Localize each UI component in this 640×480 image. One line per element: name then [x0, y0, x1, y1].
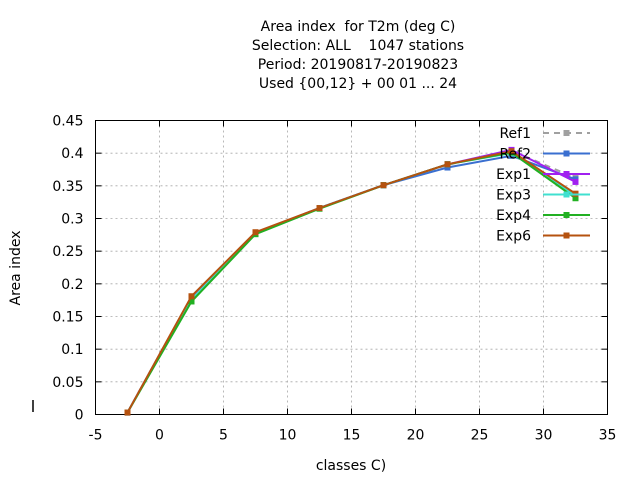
legend-label: Ref1: [499, 126, 531, 142]
x-tick-label: 30: [535, 428, 553, 444]
x-tick-label: 15: [343, 428, 361, 444]
y-tick-label: 0.45: [52, 114, 83, 130]
data-point: [572, 195, 579, 202]
legend-marker: [563, 191, 570, 198]
data-point: [508, 148, 515, 155]
data-point: [316, 205, 323, 212]
y-tick-label: 0.15: [52, 310, 83, 326]
legend-label: Ref2: [499, 147, 531, 163]
y-tick-label: 0.25: [52, 244, 83, 260]
legend-marker: [563, 130, 570, 136]
axis-ticks: -5 0 5 10 15 20 25 30 35 0 0.05 0.1 0.15 0.2 0.25 0.3 0.…: [52, 114, 616, 444]
x-tick-label: 0: [155, 428, 164, 444]
legend-label: Exp3: [496, 188, 531, 204]
y-tick-label: 0.1: [61, 342, 83, 358]
data-series: [124, 146, 579, 416]
legend-label: Exp6: [496, 229, 531, 245]
data-point: [380, 182, 387, 189]
legend-marker: [563, 232, 570, 239]
series-exp6: [124, 148, 579, 416]
grid-lines: [95, 120, 608, 415]
y-axis-label: Area index: [8, 231, 24, 306]
x-tick-label: 20: [407, 428, 425, 444]
series-line: [126, 150, 577, 413]
y-tick-label: 0.3: [61, 212, 83, 228]
chart-title-line-3: Period: 20190817-20190823: [257, 57, 459, 73]
y-tick-label: 0: [75, 408, 84, 424]
chart-title-line-2: Selection: ALL 1047 stations: [251, 38, 465, 54]
chart-title-line-4: Used {00,12} + 00 01 ... 24: [258, 76, 458, 92]
data-point: [444, 164, 451, 171]
legend-marker: [563, 150, 570, 157]
data-point: [444, 161, 451, 168]
x-tick-label: 25: [471, 428, 489, 444]
y-tick-label: 0.2: [61, 277, 83, 293]
y-tick-label: 0.4: [61, 146, 83, 162]
legend: Ref1 Ref2 Exp1 Exp3 Exp4 Exp6: [496, 126, 590, 245]
legend-marker: [563, 171, 570, 177]
data-point: [188, 293, 195, 300]
x-tick-label: 5: [219, 428, 228, 444]
data-point: [188, 298, 195, 305]
data-point: [124, 409, 131, 416]
legend-label: Exp4: [496, 208, 531, 224]
y-tick-label: 0.35: [52, 179, 83, 195]
x-tick-label: -5: [89, 428, 103, 444]
y-tick-label: 0.05: [52, 375, 83, 391]
data-point: [252, 229, 259, 236]
data-point: [572, 178, 579, 185]
legend-label: Exp1: [496, 167, 531, 183]
x-tick-label: 35: [599, 428, 617, 444]
legend-marker: [563, 212, 570, 218]
x-axis-label: classes C): [316, 458, 386, 474]
x-tick-label: 10: [279, 428, 297, 444]
chart-title-line-1: Area index for T2m (deg C): [260, 19, 456, 35]
chart-title: Area index for T2m (deg C) Selection: AL…: [0, 18, 640, 94]
